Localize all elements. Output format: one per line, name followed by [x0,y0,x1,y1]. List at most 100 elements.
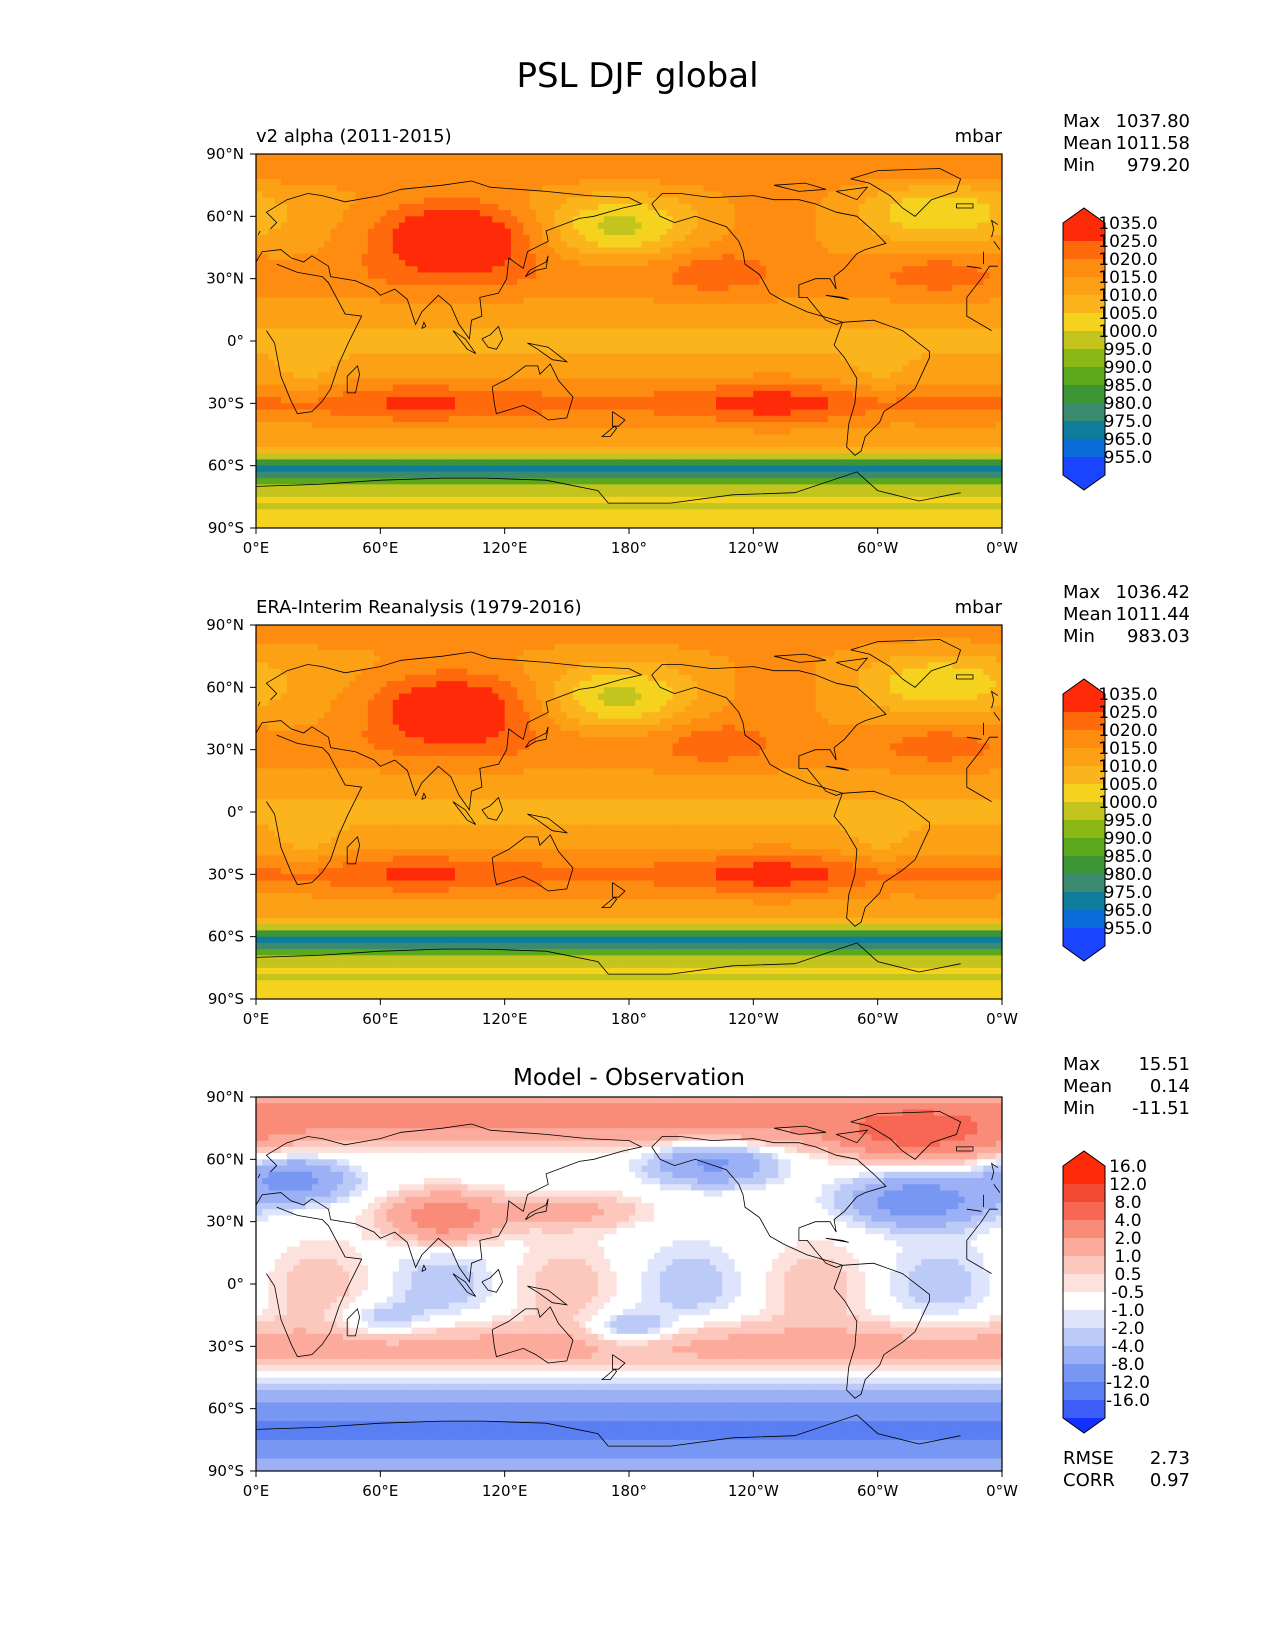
heatmap-cell [697,203,705,211]
heatmap-cell [709,341,717,348]
heatmap-cell [846,241,854,249]
heatmap-cell [311,409,319,417]
heatmap-cell [486,309,493,317]
heatmap-cell [784,178,792,186]
heatmap-cell [616,341,624,348]
heatmap-cell [529,284,537,292]
heatmap-cell [336,347,344,355]
heatmap-cell [585,278,593,286]
heatmap-cell [311,291,319,298]
heatmap-cell [890,259,897,267]
heatmap-cell [970,160,978,168]
heatmap-cell [560,178,568,186]
heatmap-cell [597,309,605,317]
heatmap-cell [498,322,506,330]
heatmap-cell [336,266,344,274]
heatmap-cell [728,278,736,286]
heatmap-cell [386,210,394,217]
heatmap-cell [554,397,562,404]
heatmap-cell [697,216,705,224]
heatmap-cell [902,297,910,305]
heatmap-cell [747,328,754,336]
heatmap-cell [318,278,325,286]
heatmap-cell [467,353,475,361]
heatmap-cell [616,316,624,323]
heatmap-cell [908,309,916,317]
heatmap-cell [852,284,860,292]
heatmap-cell [759,197,767,205]
heatmap-cell [697,328,705,336]
heatmap-cell [287,160,294,168]
heatmap-cell [622,210,630,217]
heatmap-cell [591,210,599,217]
heatmap-cell [796,353,804,361]
heatmap-cell [510,185,518,192]
heatmap-cell [753,241,761,249]
heatmap-cell [585,390,593,398]
heatmap-cell [442,397,450,404]
heatmap-cell [442,303,450,311]
heatmap-cell [716,390,723,398]
heatmap-cell [641,228,649,236]
heatmap-cell [343,178,350,186]
heatmap-cell [535,228,543,236]
heatmap-cell [448,185,456,192]
heatmap-cell [883,297,891,305]
heatmap-cell [753,309,761,317]
heatmap-cell [684,359,692,367]
heatmap-cell [405,297,413,305]
heatmap-cell [591,272,599,280]
heatmap-cell [778,316,786,323]
heatmap-cell [834,328,841,336]
heatmap-cell [622,266,630,274]
heatmap-cell [535,278,543,286]
heatmap-cell [672,272,680,280]
heatmap-cell [834,322,841,330]
heatmap-cell [548,166,555,174]
heatmap-cell [958,334,966,342]
heatmap-cell [386,365,394,373]
heatmap-cell [585,378,593,386]
heatmap-cell [635,284,643,292]
heatmap-cell [964,390,972,398]
heatmap-cell [927,185,935,192]
heatmap-cell [840,228,848,236]
heatmap-cell [349,259,357,267]
heatmap-cell [697,247,705,255]
heatmap-cell [678,228,686,236]
heatmap-cell [417,166,425,174]
heatmap-cell [597,316,605,323]
heatmap-cell [740,309,748,317]
heatmap-cell [753,359,761,367]
heatmap-cell [479,372,487,379]
heatmap-cell [771,266,779,274]
heatmap-cell [877,210,885,217]
heatmap-cell [616,303,624,311]
heatmap-cell [355,266,363,274]
heatmap-cell [921,347,928,355]
heatmap-cell [995,372,1002,379]
heatmap-cell [293,297,301,305]
heatmap-cell [622,347,630,355]
heatmap-cell [268,397,276,404]
heatmap-cell [374,203,381,211]
heatmap-cell [473,203,481,211]
heatmap-cell [361,222,369,230]
heatmap-cell [293,378,301,386]
heatmap-cell [610,322,618,330]
heatmap-cell [529,166,537,174]
heatmap-cell [896,341,904,348]
heatmap-cell [355,154,363,161]
heatmap-cell [299,316,307,323]
heatmap-cell [989,378,997,386]
heatmap-cell [367,166,375,174]
heatmap-cell [927,235,935,242]
heatmap-cell [510,341,518,348]
heatmap-cell [716,210,723,217]
heatmap-cell [461,154,468,161]
heatmap-cell [448,216,456,224]
heatmap-cell [809,365,817,373]
heatmap-cell [747,172,754,180]
heatmap-cell [771,403,779,411]
heatmap-cell [392,278,400,286]
